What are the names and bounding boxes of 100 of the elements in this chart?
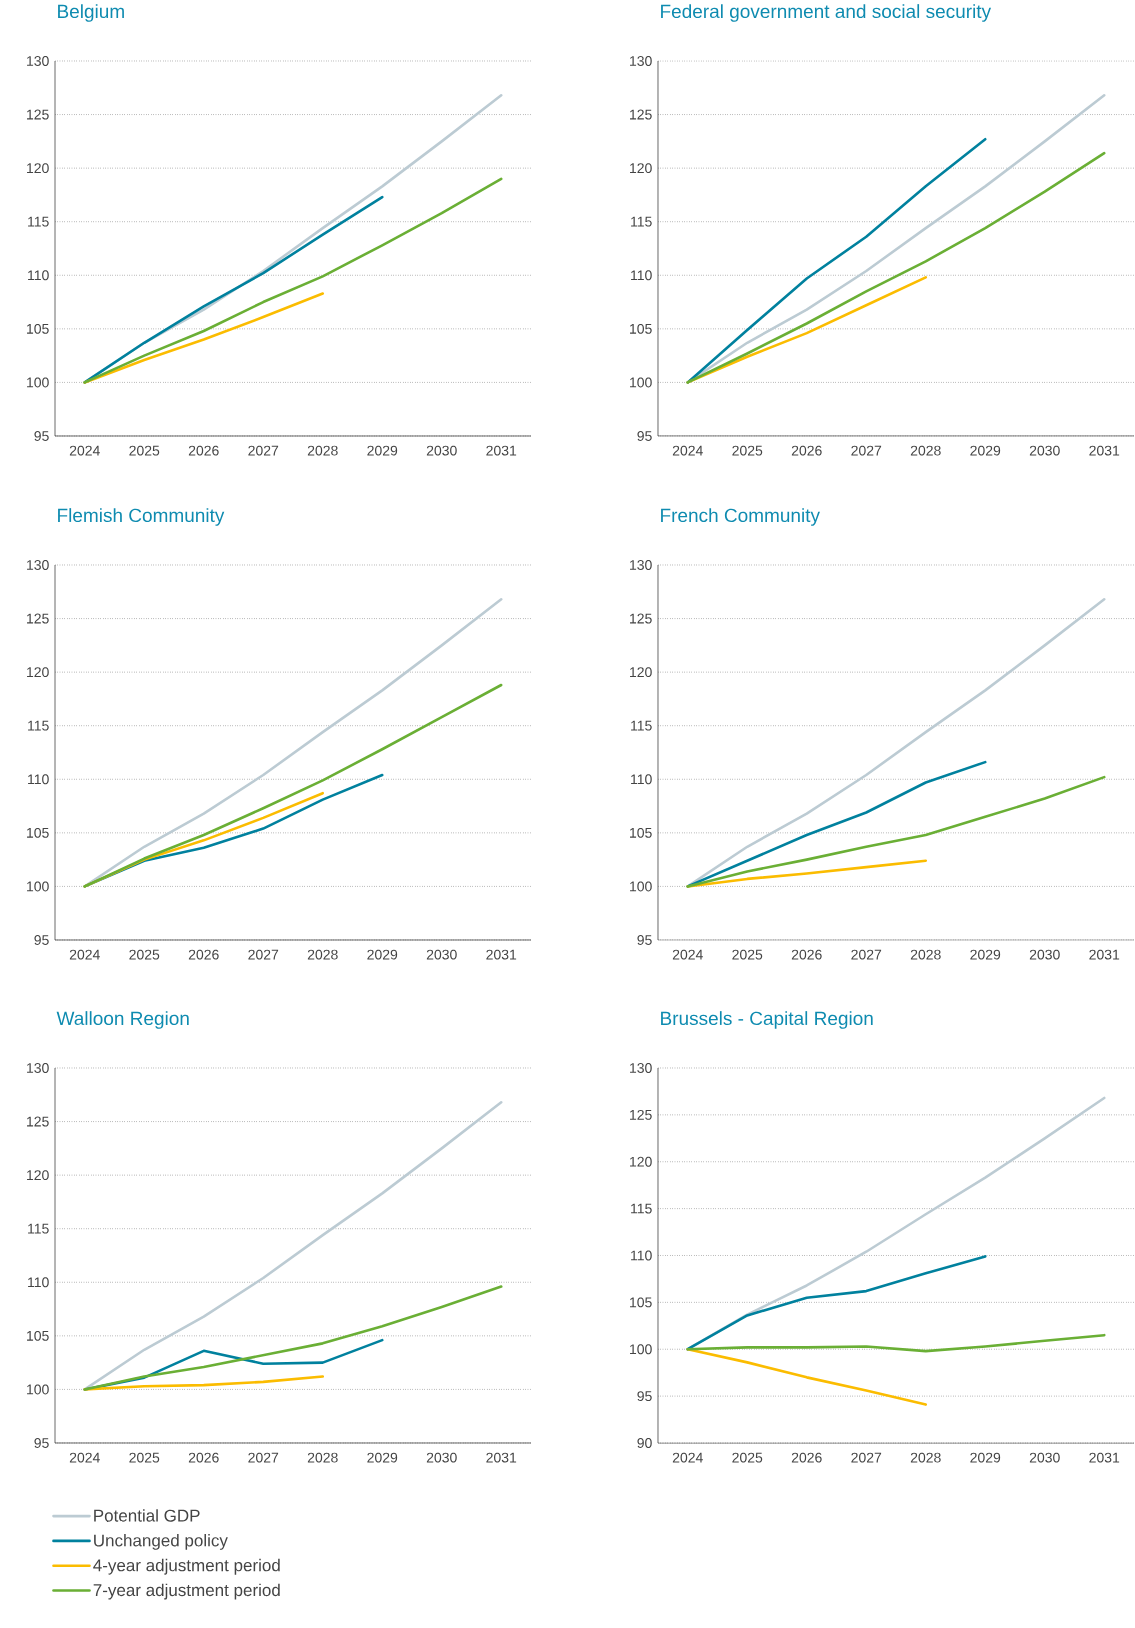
x-tick-label: 2029 <box>367 1452 398 1463</box>
x-tick-label: 2027 <box>248 949 279 960</box>
y-tick-label: 125 <box>630 613 652 624</box>
line-series <box>686 1255 987 1351</box>
y-tick-label: 120 <box>630 667 652 678</box>
chart-title: Brussels - Capital Region <box>661 1011 873 1029</box>
x-tick-label: 2024 <box>69 949 100 960</box>
y-tick-label: 130 <box>630 1063 652 1073</box>
line-series <box>83 683 503 888</box>
chart-title: Belgium <box>58 4 124 22</box>
y-tick-label: 95 <box>34 935 49 945</box>
x-tick-label: 2031 <box>486 1452 517 1463</box>
y-tick-label: 95 <box>34 431 49 441</box>
x-tick-label: 2024 <box>69 1452 100 1463</box>
line-series <box>83 597 503 888</box>
chart-title: Flemish Community <box>58 508 225 526</box>
x-tick-label: 2025 <box>732 1452 763 1463</box>
y-tick-label: 120 <box>27 667 49 678</box>
x-tick-label: 2026 <box>188 445 219 456</box>
chart-title: Walloon Region <box>56 1011 189 1029</box>
line-series <box>686 137 987 384</box>
x-tick-label: 2027 <box>851 949 882 960</box>
x-tick-label: 2026 <box>791 445 822 456</box>
x-tick-label: 2026 <box>791 949 822 960</box>
y-tick-label: 120 <box>27 163 49 174</box>
y-tick-label: 125 <box>27 613 49 624</box>
y-tick-label: 110 <box>631 774 652 785</box>
y-tick-label: 100 <box>630 881 652 892</box>
y-tick-label: 130 <box>630 56 652 66</box>
x-tick-label: 2028 <box>307 1452 338 1463</box>
x-tick-label: 2024 <box>69 445 100 456</box>
y-tick-label: 125 <box>630 1109 652 1120</box>
y-tick-label: 105 <box>630 323 652 334</box>
y-tick-label: 100 <box>27 881 49 892</box>
chart-title: French Community <box>661 508 820 526</box>
y-tick-label: 130 <box>27 56 49 66</box>
y-tick-label: 90 <box>637 1438 652 1448</box>
x-tick-label: 2026 <box>791 1452 822 1463</box>
y-tick-label: 120 <box>27 1170 49 1181</box>
y-tick-label: 105 <box>27 827 49 838</box>
x-tick-label: 2025 <box>129 445 160 456</box>
x-tick-label: 2030 <box>1029 949 1060 960</box>
x-tick-label: 2024 <box>672 445 703 456</box>
y-tick-label: 125 <box>27 109 49 120</box>
line-series <box>83 177 503 384</box>
y-tick-label: 110 <box>28 270 49 281</box>
y-tick-label: 95 <box>637 935 652 945</box>
x-tick-label: 2026 <box>188 1452 219 1463</box>
y-tick-label: 110 <box>631 1250 652 1261</box>
y-tick-label: 130 <box>630 560 652 570</box>
x-tick-label: 2025 <box>732 949 763 960</box>
y-tick-label: 115 <box>631 1203 652 1214</box>
y-tick-label: 120 <box>630 1156 652 1167</box>
y-tick-label: 100 <box>630 377 652 388</box>
x-tick-label: 2024 <box>672 1452 703 1463</box>
x-tick-label: 2031 <box>1089 949 1120 960</box>
y-tick-label: 100 <box>630 1344 652 1355</box>
x-tick-label: 2027 <box>248 445 279 456</box>
line-series <box>686 1333 1106 1353</box>
x-tick-label: 2031 <box>486 445 517 456</box>
line-series <box>83 1100 503 1391</box>
x-tick-label: 2031 <box>1089 445 1120 456</box>
x-tick-label: 2030 <box>426 445 457 456</box>
y-tick-label: 105 <box>27 1330 49 1341</box>
line-series <box>686 859 928 888</box>
x-tick-label: 2030 <box>426 1452 457 1463</box>
line-series <box>686 775 1106 888</box>
y-tick-label: 95 <box>637 1391 652 1402</box>
y-tick-label: 105 <box>27 323 49 334</box>
y-tick-label: 95 <box>637 431 652 441</box>
y-tick-label: 110 <box>631 270 652 281</box>
x-tick-label: 2028 <box>307 445 338 456</box>
y-tick-label: 95 <box>34 1438 49 1448</box>
x-tick-label: 2029 <box>970 445 1001 456</box>
x-tick-label: 2025 <box>732 445 763 456</box>
x-tick-label: 2031 <box>1089 1452 1120 1463</box>
legend-label: Unchanged policy <box>94 1534 228 1550</box>
legend-label: Potential GDP <box>94 1509 200 1522</box>
x-tick-label: 2027 <box>248 1452 279 1463</box>
y-tick-label: 130 <box>27 560 49 570</box>
y-tick-label: 115 <box>28 216 49 227</box>
x-tick-label: 2028 <box>307 949 338 960</box>
x-tick-label: 2030 <box>1029 1452 1060 1463</box>
x-tick-label: 2025 <box>129 1452 160 1463</box>
x-tick-label: 2029 <box>970 1452 1001 1463</box>
y-tick-label: 115 <box>28 720 49 731</box>
x-tick-label: 2024 <box>672 949 703 960</box>
legend-label: 7-year adjustment period <box>93 1583 280 1600</box>
y-tick-label: 110 <box>28 774 49 785</box>
line-series <box>83 292 325 384</box>
y-tick-label: 120 <box>630 163 652 174</box>
y-tick-label: 125 <box>630 109 652 120</box>
x-tick-label: 2027 <box>851 1452 882 1463</box>
x-tick-label: 2027 <box>851 445 882 456</box>
y-tick-label: 125 <box>27 1116 49 1127</box>
x-tick-label: 2030 <box>1029 445 1060 456</box>
x-tick-label: 2029 <box>367 949 398 960</box>
y-tick-label: 100 <box>27 377 49 388</box>
y-tick-label: 115 <box>631 720 652 731</box>
y-tick-label: 105 <box>630 1297 652 1308</box>
